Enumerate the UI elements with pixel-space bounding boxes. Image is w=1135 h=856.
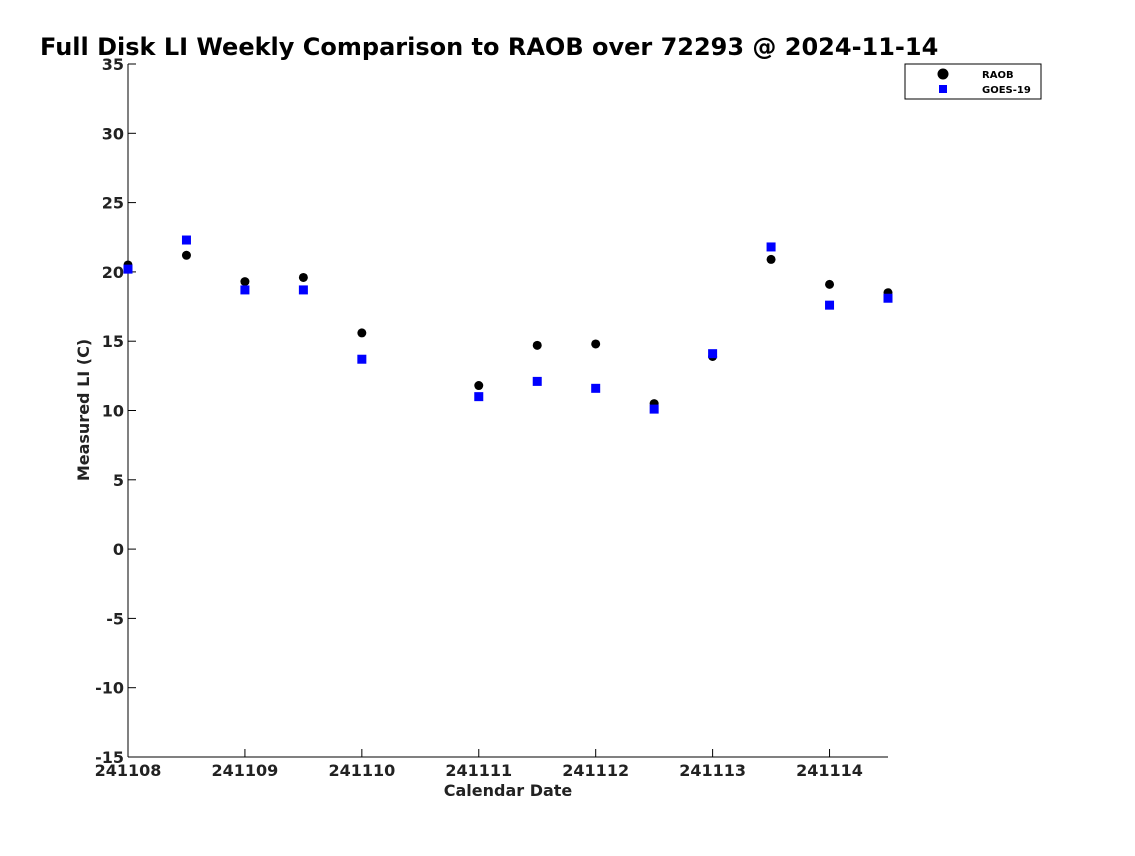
raob-point [825,279,835,289]
goes-19-point [123,264,133,274]
raob-point [298,272,308,282]
raob-point [474,381,484,391]
x-axis-label: Calendar Date [444,781,573,800]
x-tick-label: 241114 [796,761,863,780]
raob-point [591,339,601,349]
goes-19-point [708,349,718,359]
chart-title: Full Disk LI Weekly Comparison to RAOB o… [40,33,938,61]
raob-point [532,340,542,350]
goes-19-point [883,293,893,303]
x-tick-label: 241113 [679,761,746,780]
y-tick-label: -10 [95,679,124,698]
y-tick-label: 10 [102,402,124,421]
x-tick-label: 241111 [445,761,512,780]
goes-19-point [298,285,308,295]
x-tick-label: 241112 [562,761,629,780]
goes-19-point [649,404,659,414]
raob-point [181,250,191,260]
goes-19-point [766,242,776,252]
goes-19-point [181,235,191,245]
y-tick-label: 35 [102,55,124,74]
y-tick-label: 5 [113,471,124,490]
legend-raob-marker [937,68,949,80]
legend: RAOB GOES-19 [904,63,1042,100]
y-tick-label: -5 [106,609,124,628]
goes-19-point [240,285,250,295]
y-tick-label: -15 [95,748,124,767]
raob-point [357,328,367,338]
y-tick-label: 15 [102,332,124,351]
y-tick-label: 25 [102,194,124,213]
x-tick-label: 241108 [95,761,162,780]
y-tick-label: 0 [113,540,124,559]
legend-box [904,63,1042,100]
goes-19-point [591,383,601,393]
legend-label: RAOB [982,70,1014,81]
goes-19-point [474,392,484,402]
x-tick-label: 241110 [328,761,395,780]
axes: -15 -10 -5 0 5 10 15 20 25 30 35 241108 241109 241110… [95,55,888,780]
legend-label: GOES-19 [982,85,1031,96]
y-tick-label: 30 [102,124,124,143]
raob-point [766,254,776,264]
legend-goes-19-marker [939,85,947,93]
y-tick-label: 20 [102,263,124,282]
raob-point [240,277,250,287]
data-points [123,235,893,414]
goes-19-point [532,376,542,386]
goes-19-point [825,300,835,310]
goes-19-point [357,354,367,364]
y-axis-label: Measured LI (C) [74,339,93,481]
x-tick-label: 241109 [212,761,279,780]
